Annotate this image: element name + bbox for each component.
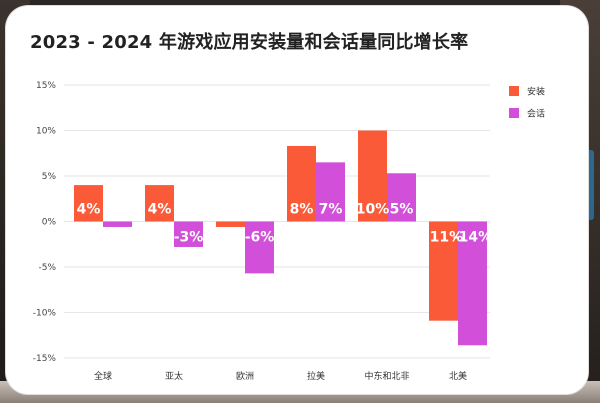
y-tick-label: -10% (33, 309, 57, 319)
category-label: 欧洲 (236, 370, 254, 382)
x-axis-categories: 全球 亚太 欧洲 拉美 中东和北非 北美 (94, 370, 467, 382)
y-tick-label: 0% (42, 218, 57, 228)
category-label: 亚太 (165, 370, 183, 382)
data-label: -3% (174, 230, 204, 246)
data-label: -1% (216, 230, 246, 246)
data-label: -11% (424, 230, 463, 246)
data-label: -14% (453, 230, 492, 246)
background-stripe (584, 150, 594, 220)
bar (287, 145, 316, 222)
data-label: 5% (390, 202, 414, 218)
category-label: 全球 (94, 370, 112, 382)
category-label: 拉美 (307, 370, 325, 382)
data-labels: 4% 4% -1% 8% 10% -11% -0.6% -3% -6% 7% 5% -14% (77, 202, 493, 246)
y-axis-ticks: 15% 10% 5% 0% -5% -10% -15% (33, 81, 57, 364)
bar (245, 221, 274, 274)
bar-chart: 15%10%5%0%-5%-10%-15% 4% 4%-1%8% 10%-11%-0… (33, 81, 545, 382)
data-label: 4% (77, 202, 101, 218)
bar (74, 185, 103, 222)
data-label: 8% (290, 202, 314, 218)
chart-card: 2023 - 2024 年游戏应用安装量和会话量同比增长率 15% 10% 5% 0%… (6, 6, 588, 394)
y-tick-label: 10% (36, 127, 56, 137)
data-label: 4% (148, 202, 172, 218)
bars (74, 130, 487, 346)
bar (174, 221, 203, 247)
data-label: 7% (319, 202, 343, 218)
y-tick-label: -5% (38, 263, 56, 273)
legend-swatch (509, 86, 519, 96)
bar (387, 173, 416, 222)
bar (216, 221, 245, 227)
y-tick-label: 5% (42, 172, 57, 182)
bar (429, 221, 458, 321)
chart-title: 2023 - 2024 年游戏应用安装量和会话量同比增长率 (30, 32, 469, 53)
data-label: -0.6% (95, 230, 140, 246)
data-label: -6% (245, 230, 275, 246)
grid-lines (64, 84, 490, 359)
bar (145, 185, 174, 222)
bar (358, 130, 387, 222)
bar (458, 221, 487, 346)
y-tick-label: 15% (36, 81, 56, 91)
bar (316, 162, 345, 222)
category-label: 北美 (449, 370, 467, 382)
y-tick-label: -15% (33, 354, 57, 364)
legend-label: 安装 (527, 86, 545, 98)
legend-swatch (509, 108, 519, 118)
data-label: 10% (356, 202, 390, 218)
bar (103, 221, 132, 227)
category-label: 中东和北非 (364, 370, 409, 382)
legend-label: 会话 (527, 108, 545, 120)
